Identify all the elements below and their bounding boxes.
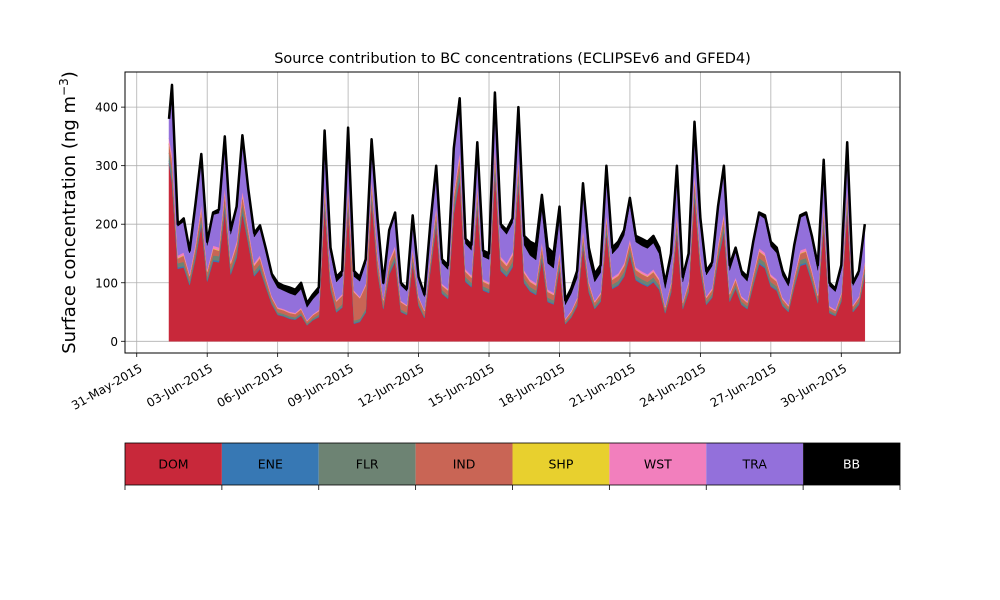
y-tick-label: 0 [110, 335, 118, 349]
chart-title: Source contribution to BC concentrations… [274, 51, 751, 67]
legend-swatch-ene [221, 443, 319, 485]
legend-label-ene: ENE [258, 457, 283, 472]
legend-swatch-bb [803, 443, 900, 485]
legend-swatch-shp [512, 443, 610, 485]
legend-swatch-wst [609, 443, 707, 485]
y-axis-label: Surface concentration (ng m−3) [57, 71, 80, 354]
y-tick-label: 400 [95, 101, 118, 115]
legend-colorbar: DOM ENE FLR IND SHP WST TRA BB [124, 442, 901, 490]
y-tick-label: 200 [95, 218, 118, 232]
total-outline [167, 83, 867, 305]
y-tick-label: 300 [95, 159, 118, 173]
stacked-areas [167, 83, 867, 342]
y-tick-label: 100 [95, 276, 118, 290]
legend-swatch-tra [706, 443, 804, 485]
legend-label-tra: TRA [742, 457, 768, 472]
plot-frame [124, 71, 901, 354]
legend-label-shp: SHP [549, 457, 574, 472]
legend-swatch-dom [125, 443, 222, 485]
legend-label-dom: DOM [158, 457, 188, 472]
legend-label-flr: FLR [356, 457, 379, 472]
legend-label-bb: BB [843, 457, 860, 472]
legend-swatch-ind [415, 443, 513, 485]
legend-label-wst: WST [644, 457, 672, 472]
y-axis: 0 100 200 300 400 [95, 101, 125, 349]
legend-label-ind: IND [453, 457, 476, 472]
legend-swatch-flr [318, 443, 416, 485]
